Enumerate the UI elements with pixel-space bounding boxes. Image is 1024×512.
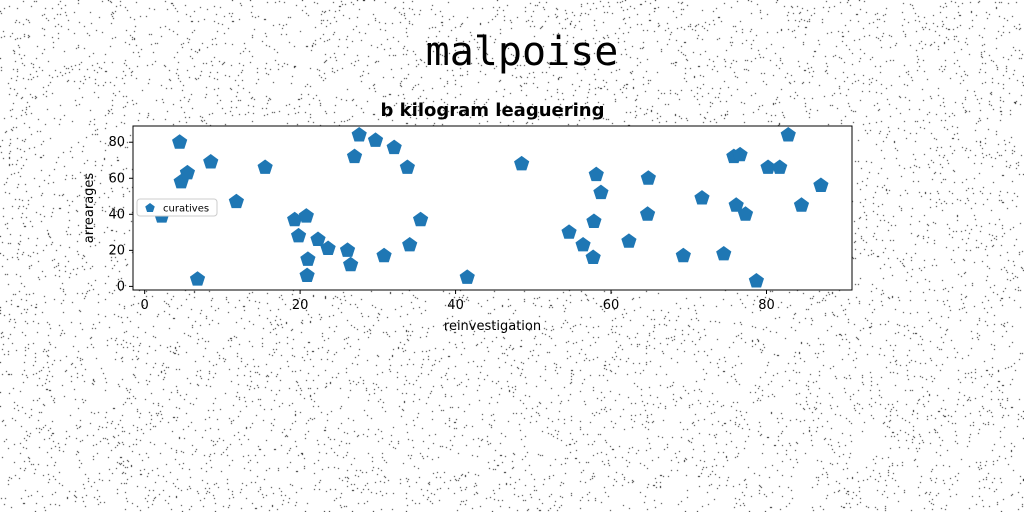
y-axis-label: arrearages bbox=[82, 173, 97, 244]
scatter-point bbox=[780, 127, 796, 142]
scatter-point bbox=[675, 247, 691, 263]
scatter-point bbox=[639, 206, 656, 221]
scatter-point bbox=[172, 134, 188, 149]
y-tick-label: 60 bbox=[108, 171, 125, 186]
scatter-point bbox=[300, 251, 316, 266]
scatter-point bbox=[514, 155, 530, 171]
scatter-point bbox=[561, 224, 577, 239]
scatter-point bbox=[367, 132, 384, 147]
scatter-point bbox=[694, 190, 710, 205]
scatter-point bbox=[402, 236, 418, 252]
scatter-point bbox=[189, 271, 206, 286]
scatter-point bbox=[813, 177, 829, 192]
scatter-point bbox=[346, 148, 363, 164]
scatter-point bbox=[575, 236, 591, 252]
scatter-point bbox=[339, 242, 356, 257]
y-tick-label: 40 bbox=[108, 207, 125, 222]
scatter-point bbox=[351, 127, 367, 142]
legend: curatives bbox=[136, 198, 218, 217]
legend-label: curatives bbox=[163, 204, 209, 215]
scatter-point bbox=[310, 231, 326, 247]
scatter-point bbox=[376, 247, 392, 263]
scatter-point bbox=[737, 206, 754, 221]
scatter-point bbox=[640, 170, 656, 185]
x-tick-label: 60 bbox=[603, 298, 620, 313]
scatter-point bbox=[728, 197, 744, 212]
y-tick-label: 80 bbox=[108, 135, 125, 150]
x-axis-label: reinvestigation bbox=[444, 319, 541, 334]
legend-marker-icon bbox=[145, 203, 155, 213]
scatter-point bbox=[760, 159, 776, 174]
scatter-point bbox=[179, 164, 196, 180]
scatter-point bbox=[585, 249, 601, 265]
legend-box bbox=[136, 198, 218, 217]
scatter-point bbox=[257, 159, 273, 174]
scatter-point bbox=[343, 256, 359, 272]
scatter-point bbox=[320, 240, 336, 256]
scatter-point bbox=[203, 154, 219, 169]
scatter-point bbox=[228, 193, 244, 209]
axis-ticks: 0 20 40 60 80 0 20 40 60 80 bbox=[108, 135, 774, 313]
scatter-point bbox=[772, 159, 788, 174]
y-tick-label: 20 bbox=[108, 243, 125, 258]
x-tick-label: 80 bbox=[758, 298, 775, 313]
scatter-point bbox=[793, 197, 810, 212]
scatter-point bbox=[287, 211, 303, 227]
scatter-point bbox=[298, 208, 314, 223]
scatter-point bbox=[459, 269, 475, 284]
scatter-point bbox=[586, 213, 602, 228]
scatter-point bbox=[588, 166, 604, 182]
scatter-point bbox=[299, 267, 315, 283]
x-tick-label: 0 bbox=[141, 298, 149, 313]
scatter-point bbox=[748, 272, 764, 288]
x-tick-label: 40 bbox=[447, 298, 464, 313]
y-tick-label: 0 bbox=[117, 279, 125, 294]
plot-frame bbox=[132, 125, 853, 291]
scatter-point bbox=[732, 146, 748, 162]
scatter-point bbox=[412, 211, 429, 227]
x-tick-label: 20 bbox=[292, 298, 309, 313]
scatter-point bbox=[621, 233, 637, 248]
figure-suptitle: malpoise bbox=[425, 29, 619, 75]
data-points bbox=[154, 127, 829, 288]
scatter-point bbox=[716, 245, 732, 261]
chart-title: b kilogram leaguering bbox=[381, 100, 605, 121]
scatter-point bbox=[593, 184, 609, 200]
scatter-point bbox=[290, 227, 307, 243]
scatter-point bbox=[399, 159, 415, 174]
scatter-point bbox=[386, 139, 402, 155]
